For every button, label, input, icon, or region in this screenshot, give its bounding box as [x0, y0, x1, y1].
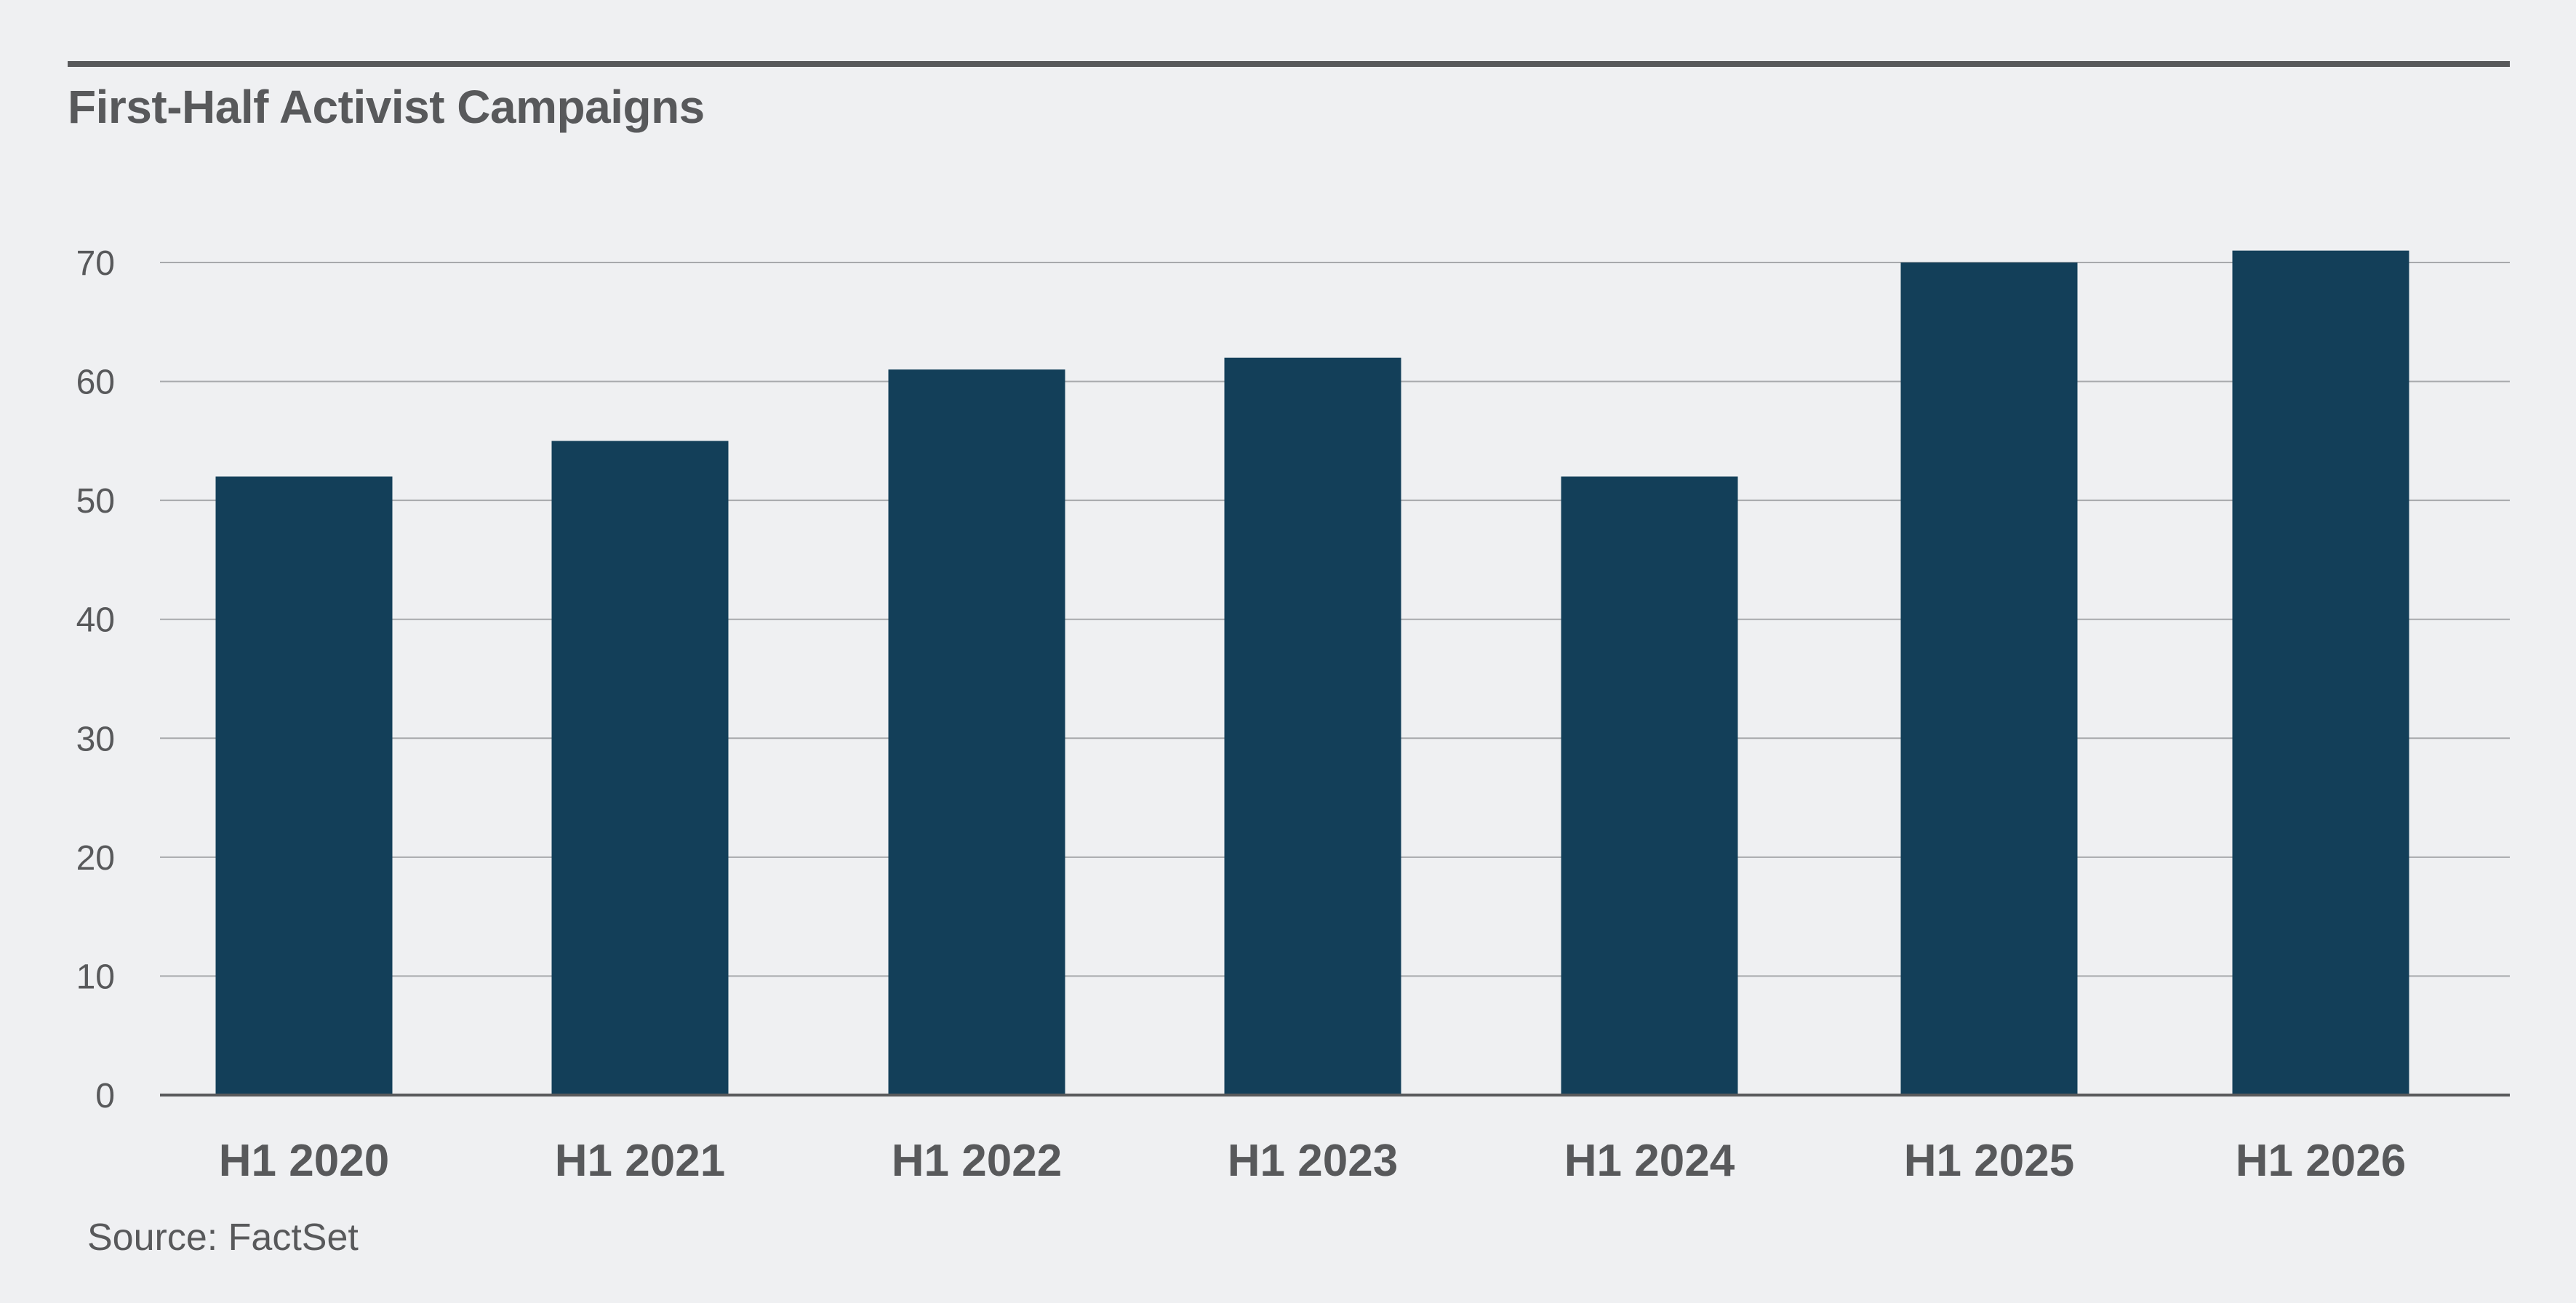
bar — [551, 441, 729, 1095]
x-tick-label: H1 2026 — [2236, 1136, 2406, 1186]
x-tick-label: H1 2022 — [892, 1136, 1062, 1186]
y-tick-label: 20 — [76, 839, 115, 878]
y-tick-label: 50 — [76, 482, 115, 521]
x-axis-ticks: H1 2020 H1 2021 H1 2022 H1 2023 H1 2024 H1 20… — [219, 1136, 2406, 1186]
y-axis-ticks: 0 10 20 30 40 50 60 70 — [76, 244, 115, 1115]
x-tick-label: H1 2023 — [1228, 1136, 1398, 1186]
source-note: Source: FactSet — [87, 1216, 359, 1259]
title-rule — [68, 61, 2510, 67]
chart-title: First-Half Activist Campaigns — [68, 81, 705, 133]
bar — [2232, 250, 2409, 1096]
y-tick-label: 10 — [76, 958, 115, 996]
y-tick-label: 40 — [76, 601, 115, 640]
y-tick-label: 30 — [76, 720, 115, 758]
x-tick-label: H1 2020 — [219, 1136, 389, 1186]
y-tick-label: 70 — [76, 244, 115, 283]
bar — [888, 369, 1065, 1095]
x-tick-label: H1 2024 — [1564, 1136, 1735, 1186]
bar — [215, 476, 393, 1095]
y-tick-label: 60 — [76, 364, 115, 402]
x-tick-label: H1 2025 — [1904, 1136, 2074, 1186]
bar — [1561, 476, 1738, 1095]
y-tick-label: 0 — [95, 1077, 115, 1115]
bar — [1224, 357, 1401, 1095]
x-tick-label: H1 2021 — [555, 1136, 725, 1186]
bars — [215, 250, 2409, 1096]
bar — [1900, 262, 2078, 1095]
